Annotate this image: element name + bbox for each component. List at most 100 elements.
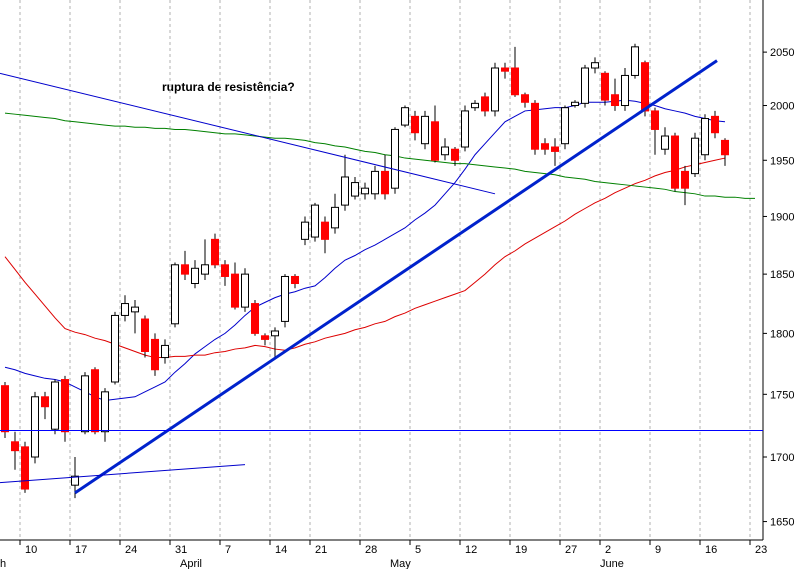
candle-body xyxy=(201,264,209,275)
month-label: June xyxy=(600,558,624,569)
annotation: ruptura de resistência? xyxy=(162,80,295,94)
y-tick-label: 1950 xyxy=(770,155,794,167)
x-tick-label: 14 xyxy=(275,544,287,556)
y-tick-label: 1800 xyxy=(770,328,794,340)
candle-body xyxy=(441,146,449,156)
candle-body xyxy=(361,187,369,195)
candle-body xyxy=(171,264,179,325)
candle-body xyxy=(581,67,589,104)
candle-body xyxy=(651,110,659,130)
candle-body xyxy=(81,375,89,433)
x-tick-label: 7 xyxy=(225,544,231,556)
candle-body xyxy=(721,139,729,156)
candle-body xyxy=(341,176,349,206)
trendline xyxy=(0,464,246,484)
x-tick-label: 31 xyxy=(175,544,187,556)
x-tick-label: 16 xyxy=(705,544,717,556)
candle-body xyxy=(131,306,139,313)
moving-average xyxy=(4,112,755,199)
candle-body xyxy=(571,101,579,107)
candle-body xyxy=(331,206,339,229)
candle-body xyxy=(101,391,109,433)
candle-body xyxy=(181,264,189,275)
y-tick-label: 1700 xyxy=(770,452,794,464)
candle-body xyxy=(311,204,319,238)
candle-body xyxy=(641,62,649,112)
y-tick-label: 2050 xyxy=(770,47,794,59)
candle-body xyxy=(191,267,199,285)
candle-body xyxy=(351,182,359,197)
candle-body xyxy=(321,221,329,240)
candle-body xyxy=(471,102,479,109)
candle-body xyxy=(681,170,689,189)
candle-body xyxy=(41,396,49,408)
x-tick-label: 2 xyxy=(605,544,611,556)
candle-body xyxy=(431,121,439,161)
candle-body xyxy=(51,381,59,430)
x-tick-label: 12 xyxy=(465,544,477,556)
candle-body xyxy=(111,314,119,383)
candle-body xyxy=(461,110,469,148)
candle-body xyxy=(91,369,99,433)
candle-body xyxy=(261,335,269,340)
candle-body xyxy=(241,273,249,308)
x-tick-label: 28 xyxy=(365,544,377,556)
candle-body xyxy=(711,115,719,134)
candle-body xyxy=(501,67,509,72)
x-tick-label: 23 xyxy=(755,544,767,556)
candle-body xyxy=(561,107,569,145)
candle-body xyxy=(11,441,19,452)
month-label: April xyxy=(180,558,202,569)
trendline xyxy=(74,59,718,495)
candle-body xyxy=(271,330,279,337)
candle-body xyxy=(1,385,9,433)
candle-body xyxy=(71,475,79,486)
candle-body xyxy=(551,146,559,152)
candle-body xyxy=(661,135,669,150)
candle-body xyxy=(401,107,409,126)
candle-body xyxy=(421,115,429,145)
x-tick-label: 24 xyxy=(125,544,137,556)
candle-body xyxy=(291,275,299,285)
y-tick-label: 2000 xyxy=(770,101,794,113)
candle-body xyxy=(631,46,639,76)
candle-body xyxy=(491,67,499,112)
month-label: h xyxy=(0,558,6,569)
candle-body xyxy=(691,137,699,175)
candle-body xyxy=(61,379,69,433)
candle-body xyxy=(221,264,229,277)
x-tick-label: 17 xyxy=(75,544,87,556)
candle-body xyxy=(281,275,289,322)
candle-body xyxy=(671,135,679,189)
y-tick-label: 1650 xyxy=(770,517,794,529)
candle-body xyxy=(621,74,629,107)
candle-body xyxy=(211,238,219,266)
candle-body xyxy=(161,344,169,359)
y-tick-label: 1850 xyxy=(770,269,794,281)
candle-body xyxy=(251,303,259,334)
x-tick-label: 27 xyxy=(565,544,577,556)
candle-body xyxy=(151,338,159,371)
candle-body xyxy=(141,318,149,352)
candle-body xyxy=(31,396,39,458)
candle-body xyxy=(541,143,549,150)
x-tick-label: 10 xyxy=(25,544,37,556)
month-label: May xyxy=(390,558,411,569)
y-tick-label: 1900 xyxy=(770,211,794,223)
candle-body xyxy=(381,170,389,195)
moving-average xyxy=(4,157,726,359)
candle-body xyxy=(411,115,419,134)
candle-body xyxy=(591,62,599,69)
candle-body xyxy=(611,94,619,107)
candle-body xyxy=(21,446,29,490)
x-tick-label: 5 xyxy=(415,544,421,556)
x-tick-label: 19 xyxy=(515,544,527,556)
candle-body xyxy=(701,118,709,156)
x-tick-label: 9 xyxy=(655,544,661,556)
candle-body xyxy=(451,148,459,161)
candle-body xyxy=(371,170,379,195)
x-tick-label: 21 xyxy=(315,544,327,556)
